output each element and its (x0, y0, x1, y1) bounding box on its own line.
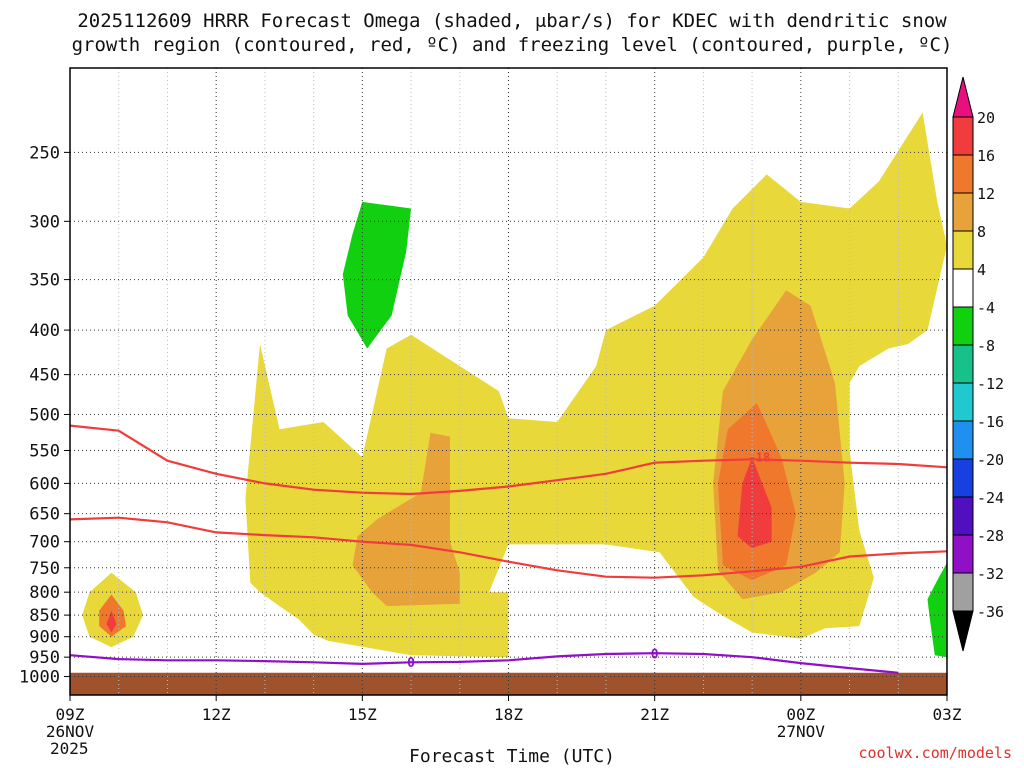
y-tick-label-350: 350 (29, 271, 60, 291)
x-tick-label-21Z: 21Z (640, 705, 669, 724)
colorbar-label--36: -36 (977, 603, 1004, 621)
colorbar-segment (952, 306, 974, 346)
y-tick-label-950: 950 (29, 648, 60, 668)
freezing-contour-label-1: 0 (407, 656, 415, 671)
colorbar-segment (952, 420, 974, 460)
colorbar-label--32: -32 (977, 565, 1004, 583)
colorbar-label--20: -20 (977, 451, 1004, 469)
y-tick-label-1000: 1000 (19, 668, 60, 688)
colorbar-bottom-arrow (952, 610, 974, 652)
colorbar-segment (952, 382, 974, 422)
colorbar-label--24: -24 (977, 489, 1004, 507)
chart-title-line-1: 2025112609 HRRR Forecast Omega (shaded, … (77, 10, 947, 32)
colorbar-segment (952, 496, 974, 536)
colorbar-label--8: -8 (977, 337, 995, 355)
omega-region-green-a (342, 201, 412, 349)
y-tick-label-650: 650 (29, 505, 60, 525)
y-tick-label-850: 850 (29, 606, 60, 626)
colorbar-label-20: 20 (977, 109, 995, 127)
y-tick-label-250: 250 (29, 143, 60, 163)
chart-title-line-2: growth region (contoured, red, ºC) and f… (71, 34, 953, 56)
y-tick-label-700: 700 (29, 533, 60, 553)
colorbar-segment (952, 458, 974, 498)
colorbar-segment (952, 534, 974, 574)
colorbar-label-16: 16 (977, 147, 995, 165)
freezing-contour-label-2: 0 (651, 648, 659, 663)
y-tick-label-550: 550 (29, 442, 60, 462)
colorbar-top-arrow (952, 76, 974, 118)
omega-region-red-small (106, 610, 117, 633)
colorbar-segment (952, 154, 974, 194)
y-tick-label-300: 300 (29, 212, 60, 232)
dendritic-contour-label: -18 (749, 450, 771, 464)
colorbar-label-8: 8 (977, 223, 986, 241)
colorbar-label-12: 12 (977, 185, 995, 203)
x-tick-label-03Z: 03Z (933, 705, 962, 724)
colorbar-label--12: -12 (977, 375, 1004, 393)
x-axis-label: Forecast Time (UTC) (409, 746, 615, 767)
x-tick-sublabel-date: 26NOV (46, 722, 95, 741)
y-tick-label-500: 500 (29, 405, 60, 425)
y-tick-label-750: 750 (29, 559, 60, 579)
x-tick-label-15Z: 15Z (348, 705, 377, 724)
colorbar-label--28: -28 (977, 527, 1004, 545)
dendritic-contour-lower (69, 516, 948, 579)
x-tick-label-00Z: 00Z (786, 705, 815, 724)
colorbar-segment (952, 268, 974, 308)
colorbar-label--16: -16 (977, 413, 1004, 431)
colorbar-segment (952, 344, 974, 384)
x-tick-label-18Z: 18Z (494, 705, 523, 724)
x-tick-label-09Z: 09Z (56, 705, 85, 724)
colorbar-segment (952, 572, 974, 612)
omega-region-green-b (927, 562, 947, 658)
source-credit: coolwx.com/models (858, 744, 1012, 762)
x-tick-sublabel-year: 2025 (50, 739, 89, 758)
surface-ground-fill (70, 672, 947, 695)
colorbar-segment (952, 192, 974, 232)
x-tick-label-12Z: 12Z (202, 705, 231, 724)
colorbar-label-4: 4 (977, 261, 986, 279)
x-tick-sublabel-date: 27NOV (777, 722, 826, 741)
y-tick-label-800: 800 (29, 583, 60, 603)
colorbar-segment (952, 230, 974, 270)
y-tick-label-400: 400 (29, 321, 60, 341)
y-tick-label-900: 900 (29, 628, 60, 648)
omega-region-orange-a (352, 432, 460, 607)
omega-shading-group (82, 112, 947, 658)
omega-region-red-core (737, 457, 772, 549)
y-tick-label-600: 600 (29, 474, 60, 494)
colorbar-label--4: -4 (977, 299, 995, 317)
y-tick-label-450: 450 (29, 366, 60, 386)
colorbar-segment (952, 116, 974, 156)
dendritic-contour-upper (69, 424, 948, 496)
freezing-level-contour (69, 652, 899, 674)
